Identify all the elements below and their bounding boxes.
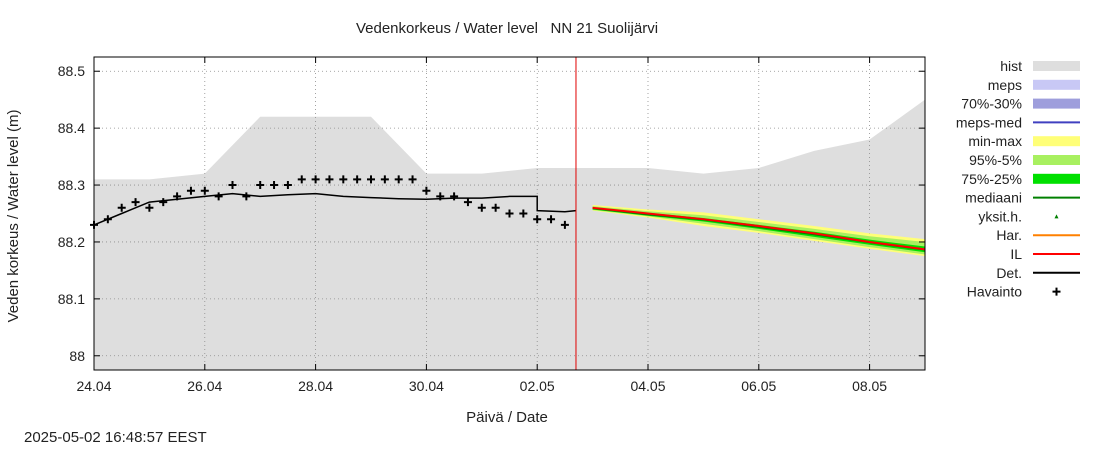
x-tick-label: 28.04	[298, 378, 333, 394]
observation-point	[533, 215, 542, 224]
observation-point	[159, 198, 168, 207]
x-axis: 24.04 26.04 28.04 30.04 02.05 04.05 06.05 08.05	[76, 57, 887, 394]
legend: hist meps 70%-30% meps-med min-max 95%-5% 75%-…	[956, 58, 1080, 300]
hist-area	[94, 99, 925, 370]
observation-point	[200, 186, 209, 195]
observation-point	[325, 175, 334, 184]
legend-label: IL	[1010, 246, 1022, 262]
observation-point	[311, 175, 320, 184]
x-axis-label: Päivä / Date	[466, 409, 548, 426]
legend-label: meps	[988, 77, 1022, 93]
observation-point	[367, 175, 375, 184]
plot-frame	[93, 56, 926, 371]
observation-point	[505, 209, 514, 218]
legend-label: min-max	[968, 133, 1022, 149]
legend-swatch	[1033, 79, 1080, 90]
observation-point	[353, 175, 362, 184]
legend-swatch	[1052, 287, 1061, 296]
observation-point	[394, 175, 403, 184]
observation-point	[422, 186, 431, 195]
legend-swatch	[1033, 173, 1080, 184]
x-tick-label: 30.04	[409, 378, 444, 394]
legend-label: mediaani	[965, 190, 1022, 206]
legend-label: Det.	[996, 265, 1022, 281]
observation-point	[339, 175, 348, 184]
legend-label: 70%-30%	[961, 96, 1022, 112]
x-tick-label: 02.05	[520, 378, 555, 394]
legend-swatch	[1033, 155, 1080, 165]
y-tick-label: 88.3	[58, 177, 85, 193]
chart-title: Vedenkorkeus / Water level NN 21 Suolijä…	[356, 20, 658, 37]
legend-label: yksit.h.	[978, 208, 1022, 224]
observation-point	[145, 203, 154, 212]
timestamp: 2025-05-02 16:48:57 EEST	[24, 429, 207, 446]
observation-point	[256, 181, 265, 190]
legend-label: Har.	[996, 227, 1022, 243]
legend-label: meps-med	[956, 114, 1022, 130]
legend-swatch	[1054, 214, 1059, 219]
observation-point	[477, 203, 486, 212]
y-tick-label: 88.2	[58, 234, 85, 250]
x-tick-label: 06.05	[741, 378, 776, 394]
observation-point	[408, 175, 417, 184]
plot-area	[90, 56, 926, 371]
y-axis: 88 88.1 88.2 88.3 88.4 88.5	[58, 63, 925, 364]
y-tick-label: 88.4	[58, 120, 85, 136]
observation-point	[283, 181, 292, 190]
x-tick-label: 26.04	[187, 378, 222, 394]
y-tick-label: 88.5	[58, 63, 85, 79]
legend-label: 95%-5%	[969, 152, 1022, 168]
observation-point	[242, 192, 251, 201]
observation-point	[117, 203, 126, 212]
observation-point	[380, 175, 389, 184]
observation-point	[270, 181, 279, 190]
series-line-det	[93, 192, 577, 226]
x-tick-label: 08.05	[852, 378, 887, 394]
y-tick-label: 88.1	[58, 291, 85, 307]
observation-point	[214, 192, 223, 201]
legend-label: Havainto	[967, 284, 1022, 300]
observation-point	[228, 181, 237, 190]
band-75-25-	[592, 207, 925, 253]
y-axis-label: Veden korkeus / Water level (m)	[5, 110, 22, 323]
observation-point	[547, 215, 556, 224]
observation-point	[450, 192, 459, 201]
legend-label: 75%-25%	[961, 171, 1022, 187]
observation-point	[491, 203, 500, 212]
legend-label: hist	[1000, 58, 1022, 74]
x-tick-label: 24.04	[76, 378, 111, 394]
observation-point	[131, 198, 140, 207]
observation-point	[519, 209, 528, 218]
legend-swatch	[1033, 61, 1080, 71]
observation-point	[186, 186, 195, 195]
x-tick-label: 04.05	[630, 378, 665, 394]
legend-swatch	[1033, 98, 1080, 109]
legend-swatch	[1033, 136, 1080, 147]
observation-point	[463, 198, 472, 207]
y-tick-label: 88	[69, 348, 85, 364]
observation-point	[297, 175, 306, 184]
observation-point	[560, 220, 569, 229]
series-line-il	[592, 206, 926, 251]
